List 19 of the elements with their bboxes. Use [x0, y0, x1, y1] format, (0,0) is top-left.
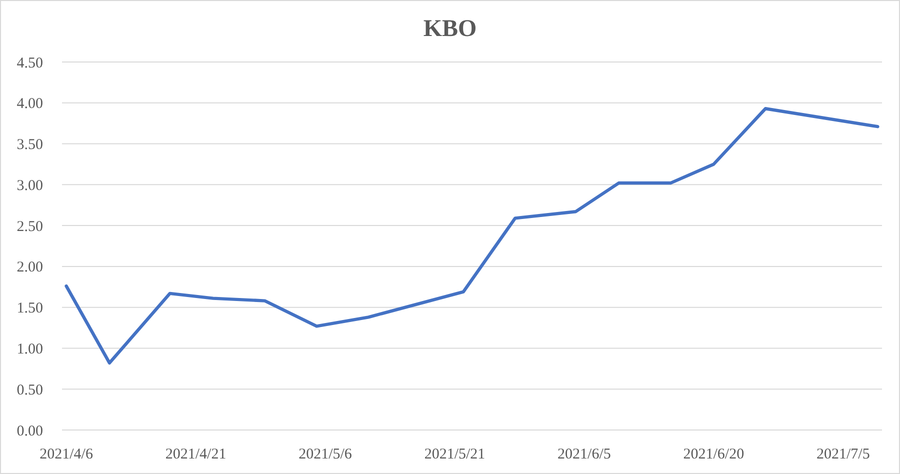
- chart-title: KBO: [423, 16, 477, 42]
- y-tick-label: 3.00: [16, 178, 43, 194]
- x-tick-label: 2021/5/6: [298, 446, 352, 462]
- y-tick-label: 1.00: [16, 341, 43, 358]
- y-tick-label: 0.00: [16, 423, 43, 440]
- x-tick-label: 2021/6/5: [558, 446, 611, 462]
- y-tick-label: 2.00: [16, 260, 43, 276]
- y-tick-label: 2.50: [16, 218, 43, 235]
- x-tick-label: 2021/4/6: [40, 446, 94, 462]
- x-tick-label: 2021/6/20: [683, 446, 744, 462]
- y-tick-label: 1.50: [16, 300, 43, 317]
- y-tick-label: 0.50: [16, 382, 43, 398]
- x-tick-label: 2021/7/5: [816, 446, 870, 462]
- y-tick-label: 4.00: [16, 96, 43, 112]
- x-tick-label: 2021/5/21: [424, 446, 486, 462]
- y-tick-label: 3.50: [16, 137, 43, 154]
- line-series: [64, 107, 880, 365]
- x-tick-label: 2021/4/21: [165, 446, 226, 462]
- y-tick-label: 4.50: [16, 55, 43, 72]
